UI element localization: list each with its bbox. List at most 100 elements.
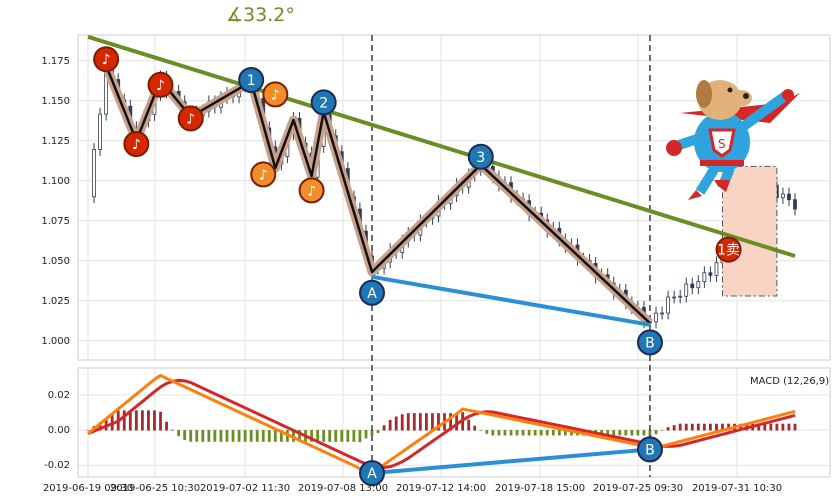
marker-circle: [177, 105, 204, 132]
macd-bar: [352, 430, 356, 442]
macd-bar: [539, 430, 543, 436]
note-marker: ♪: [250, 161, 277, 188]
macd-bar: [455, 413, 459, 431]
macd-bar: [267, 430, 271, 442]
macd-bar: [696, 423, 700, 431]
macd-bar: [237, 430, 241, 442]
marker-label: A: [367, 286, 377, 302]
macd-bar: [709, 423, 712, 431]
y-tick-label: 1.000: [41, 336, 70, 347]
note-marker: ♪: [93, 46, 120, 73]
price-panel-frame: [77, 34, 831, 361]
candle-body: [793, 199, 797, 210]
sell-zone-box: [721, 165, 778, 297]
macd-bar: [177, 430, 181, 437]
macd-line: [87, 373, 796, 471]
x-tick-label: 2019-07-12 14:00: [396, 483, 486, 494]
macd-bar: [618, 430, 622, 436]
macd-bar: [721, 423, 724, 431]
macd-bar: [358, 430, 362, 443]
price-divergence-line: [371, 274, 651, 327]
x-tick-label: 2019-07-18 15:00: [495, 483, 585, 494]
macd-bar: [310, 430, 313, 442]
macd-tick-label: 0.02: [48, 390, 70, 401]
macd-bar: [787, 423, 791, 431]
macd-bar: [388, 419, 392, 431]
macd-bar: [642, 430, 646, 436]
macd-panel-frame: [77, 367, 831, 478]
marker-circle: [636, 329, 663, 356]
macd-bar: [364, 430, 368, 439]
macd-bar: [521, 430, 525, 436]
x-tick-label: 2019-07-08 13:00: [298, 483, 388, 494]
macd-bar: [122, 410, 126, 431]
macd-bar: [231, 430, 235, 442]
macd-bar: [654, 430, 658, 435]
macd-bar: [334, 430, 338, 442]
macd-bar: [497, 430, 501, 436]
macd-bar: [570, 430, 573, 436]
macd-bar: [376, 430, 380, 433]
macd-bar: [715, 423, 718, 431]
macd-bar: [424, 413, 428, 431]
macd-bar: [684, 423, 688, 431]
macd-bar: [624, 430, 628, 436]
macd-bar: [128, 410, 132, 431]
marker-label: B: [645, 442, 655, 458]
marker-circle: [262, 81, 289, 108]
macd-bar: [467, 419, 471, 431]
music-note-icon: ♪: [307, 183, 316, 199]
macd-tick-label: -0.02: [44, 460, 70, 471]
marker-label: A: [367, 466, 377, 482]
macd-bar: [225, 430, 229, 442]
candle-body: [702, 272, 707, 283]
candle-body: [672, 296, 677, 299]
macd-bar: [382, 425, 386, 431]
music-note-icon: ♪: [259, 167, 268, 183]
superhero-dog-icon: S: [666, 80, 800, 200]
svg-text:S: S: [718, 137, 726, 151]
macd-bar: [557, 430, 561, 436]
macd-bar: [255, 430, 259, 442]
macd-bar: [153, 410, 156, 431]
marker-circle: [359, 460, 386, 487]
marker-circle: [250, 161, 277, 188]
macd-bar: [636, 430, 640, 436]
note-marker: ♪: [147, 71, 174, 98]
note-marker: ♪: [177, 105, 204, 132]
marker-circle: [715, 236, 742, 263]
wave-marker: B: [636, 329, 663, 356]
marker-circle: [123, 131, 150, 157]
macd-bar: [134, 410, 138, 431]
note-marker: ♪: [298, 177, 325, 204]
macd-bar: [249, 430, 253, 442]
macd-bar: [473, 425, 477, 431]
note-marker: ♪: [262, 81, 289, 108]
macd-bar: [189, 430, 193, 442]
macd-bar: [491, 430, 495, 436]
macd-bar: [503, 430, 507, 436]
marker-circle: [359, 279, 386, 306]
y-tick-label: 1.175: [41, 56, 70, 67]
macd-bar: [140, 410, 144, 431]
macd-bar: [485, 430, 489, 434]
macd-bar: [533, 430, 537, 436]
macd-bar: [298, 430, 301, 442]
marker-circle: [298, 177, 325, 204]
y-tick-label: 1.125: [41, 136, 70, 147]
overlays: 1 2 3 A B ♪ ♪ ♪ ♪ ♪ ♪ ♪ 1卖 A B: [87, 34, 796, 487]
macd-tick-label: 0.00: [48, 425, 70, 436]
macd-bar: [328, 430, 332, 442]
marker-circle: [636, 436, 663, 463]
marker-circle: [93, 46, 120, 73]
macd-bar: [769, 423, 773, 431]
macd-bar: [195, 430, 199, 442]
macd-bar: [630, 430, 634, 436]
macd-bar: [322, 430, 326, 442]
candle-body: [666, 296, 671, 314]
macd-bar: [98, 422, 102, 431]
macd-bar: [147, 410, 150, 431]
macd-bar: [660, 430, 664, 431]
macd-bar: [509, 430, 513, 436]
candle-body: [696, 281, 701, 289]
